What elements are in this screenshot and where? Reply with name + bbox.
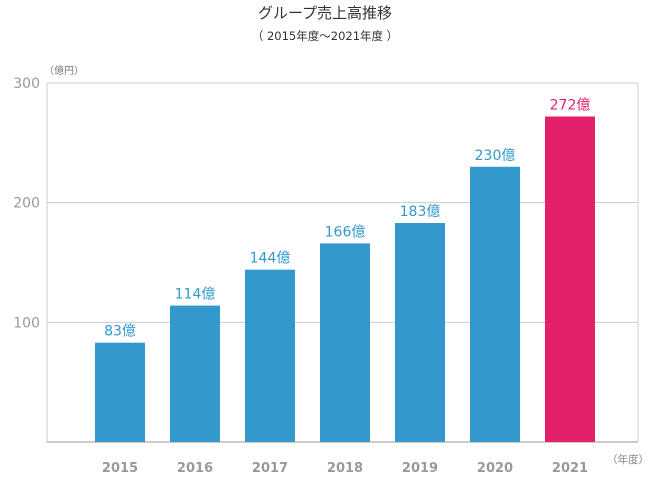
x-tick-label-2017: 2017 <box>252 461 288 476</box>
chart-title: グループ売上高推移 <box>257 4 393 22</box>
y-tick-label-100: 100 <box>13 315 40 331</box>
data-label-2017: 144億 <box>250 251 291 267</box>
data-label-2018: 166億 <box>325 224 366 240</box>
bar-2018 <box>320 243 370 442</box>
data-label-2015: 83億 <box>104 324 136 340</box>
x-tick-label-2021: 2021 <box>552 461 588 476</box>
y-axis-unit-label: （億円） <box>44 66 84 77</box>
x-tick-label-2018: 2018 <box>327 461 363 476</box>
x-tick-label-2015: 2015 <box>102 461 138 476</box>
data-label-2020: 230億 <box>475 148 516 164</box>
data-label-2016: 114億 <box>175 287 216 303</box>
bar-2021 <box>545 116 595 443</box>
bar-2015 <box>95 342 145 442</box>
x-tick-label-2016: 2016 <box>177 461 213 476</box>
bar-2019 <box>395 223 445 442</box>
chart-subtitle: （ 2015年度～2021年度 ） <box>251 29 399 43</box>
bar-2020 <box>470 166 520 442</box>
y-tick-label-200: 200 <box>13 196 40 212</box>
data-label-2021: 272億 <box>550 98 591 114</box>
x-axis-unit-label: （年度） <box>607 454 649 466</box>
x-tick-label-2019: 2019 <box>402 461 438 476</box>
x-tick-label-2020: 2020 <box>477 461 513 476</box>
data-label-2019: 183億 <box>400 204 441 220</box>
bar-2016 <box>170 305 220 442</box>
bar-2017 <box>245 269 295 442</box>
y-tick-label-300: 300 <box>13 76 40 92</box>
